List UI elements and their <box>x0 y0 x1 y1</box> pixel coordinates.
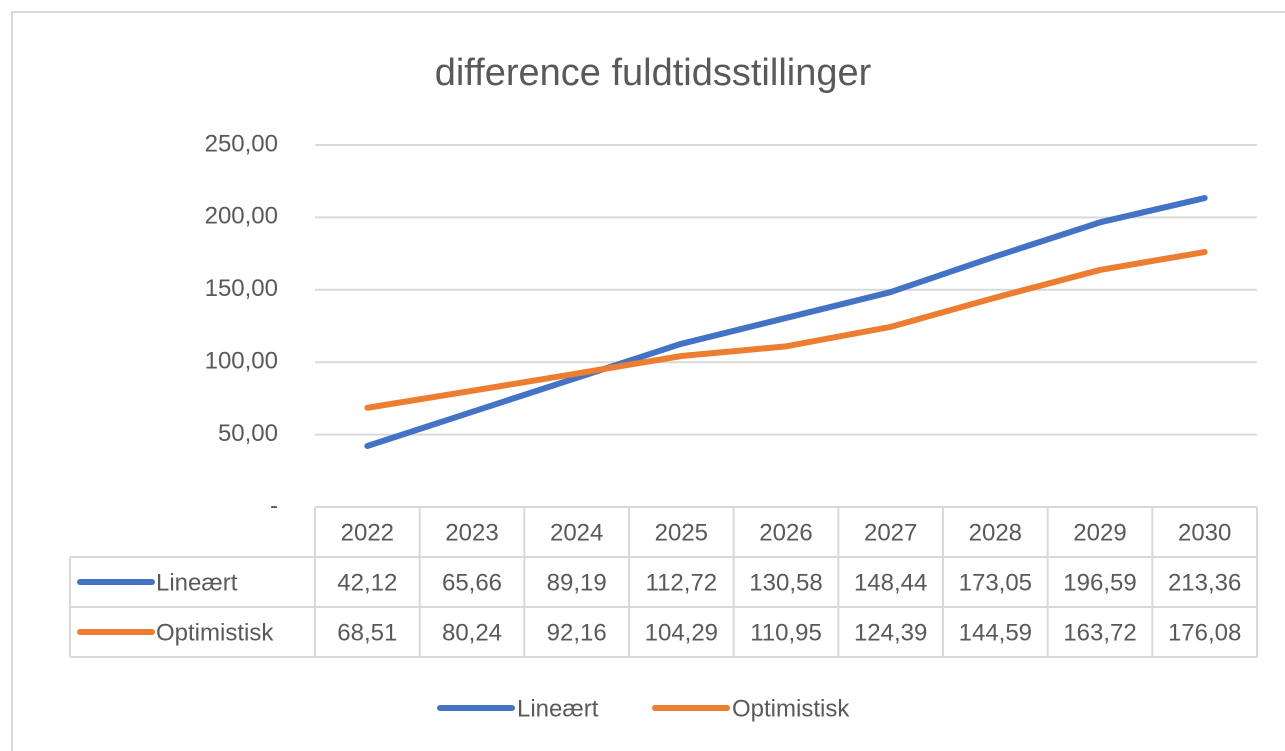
x-tick-label: 2027 <box>864 519 917 546</box>
data-label: 144,59 <box>959 619 1032 646</box>
data-label: 163,72 <box>1063 619 1136 646</box>
y-tick-label: 50,00 <box>218 420 278 447</box>
data-label: 196,59 <box>1063 569 1136 596</box>
y-tick-label: 150,00 <box>205 275 278 302</box>
data-label: 130,58 <box>749 569 822 596</box>
data-label: 213,36 <box>1168 569 1241 596</box>
data-label: 112,72 <box>646 569 718 596</box>
data-label: 42,12 <box>337 569 397 596</box>
data-label: 173,05 <box>959 569 1032 596</box>
y-tick-label: 200,00 <box>205 203 278 230</box>
y-tick-label: - <box>270 492 278 519</box>
data-label: 80,24 <box>442 619 502 646</box>
x-tick-label: 2028 <box>969 519 1022 546</box>
data-label: 104,29 <box>645 619 718 646</box>
line-series <box>364 195 1208 450</box>
x-tick-label: 2025 <box>655 519 708 546</box>
data-label: 110,95 <box>750 619 822 646</box>
data-label: 124,39 <box>854 619 927 646</box>
data-label: 148,44 <box>854 569 927 596</box>
legend-label: Lineært <box>517 695 599 722</box>
line-series <box>364 249 1208 411</box>
legend-label: Optimistisk <box>732 695 850 722</box>
chart-title: difference fuldtidsstillinger <box>435 52 872 94</box>
table-row-label: Optimistisk <box>156 619 274 646</box>
chart-border <box>11 11 1285 751</box>
x-tick-label: 2024 <box>550 519 603 546</box>
data-label: 68,51 <box>337 619 397 646</box>
x-tick-label: 2029 <box>1073 519 1126 546</box>
x-tick-label: 2030 <box>1178 519 1231 546</box>
data-label: 92,16 <box>547 619 607 646</box>
x-tick-label: 2026 <box>759 519 812 546</box>
x-tick-label: 2022 <box>341 519 394 546</box>
data-label: 65,66 <box>442 569 502 596</box>
y-tick-label: 250,00 <box>205 130 278 157</box>
data-label: 176,08 <box>1168 619 1241 646</box>
data-label: 89,19 <box>547 569 607 596</box>
x-tick-label: 2023 <box>445 519 498 546</box>
table-row-label: Lineært <box>156 569 238 596</box>
y-tick-label: 100,00 <box>205 348 278 375</box>
